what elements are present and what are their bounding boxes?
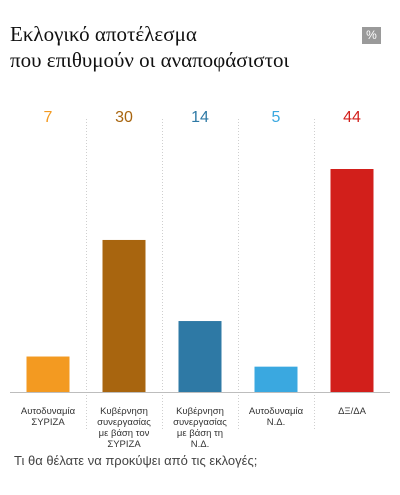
bar	[26, 356, 70, 392]
x-tick-label: ΔΞ/ΔΑ	[338, 406, 367, 417]
chart-title-line-2: που επιθυμούν οι αναποφάσιστοι	[10, 48, 290, 72]
chart-title-line-1: Εκλογικό αποτέλεσμα	[10, 22, 197, 46]
x-tick-label: Κυβέρνηση συνεργασίας με βάση τη Ν.Δ.	[173, 406, 227, 450]
bar-value-label: 44	[343, 109, 361, 126]
bar	[178, 321, 222, 392]
bar	[102, 239, 146, 392]
bar-value-label: 30	[115, 109, 133, 126]
chart-caption: Τι θα θέλατε να προκύψει από τις εκλογές…	[14, 453, 258, 468]
bar-value-label: 14	[191, 109, 209, 126]
bar-value-label: 7	[44, 109, 53, 126]
bar	[254, 366, 298, 392]
x-tick-label: Κυβέρνηση συνεργασίας με βάση τον ΣΥΡΙΖΑ	[97, 406, 151, 450]
percent-unit-badge: %	[362, 27, 381, 44]
chart-title: Εκλογικό αποτέλεσμα που επιθυμούν οι ανα…	[10, 21, 350, 73]
bar-value-label: 5	[272, 109, 281, 126]
bars-layer: 7 Αυτοδυναμία ΣΥΡΙΖΑ 30 Κυβέρνηση συνεργασίας…	[10, 109, 390, 450]
bar	[330, 169, 374, 392]
x-tick-label: Αυτοδυναμία Ν.Δ.	[249, 406, 304, 428]
x-tick-label: Αυτοδυναμία ΣΥΡΙΖΑ	[21, 406, 76, 428]
